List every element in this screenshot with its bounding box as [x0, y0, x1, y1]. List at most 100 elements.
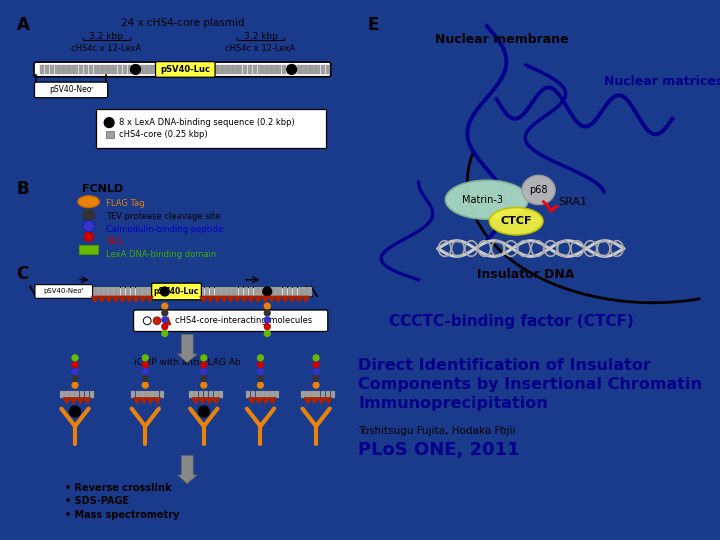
Ellipse shape [522, 176, 555, 205]
Bar [160, 391, 164, 398]
Bar [74, 65, 78, 74]
FancyBboxPatch shape [156, 62, 215, 77]
Bar [90, 391, 94, 398]
Polygon shape [234, 296, 241, 302]
Bar [210, 287, 214, 296]
Bar [152, 65, 156, 74]
Bar [107, 287, 111, 296]
Circle shape [83, 210, 94, 221]
Circle shape [264, 303, 270, 309]
Bar [66, 391, 70, 398]
Polygon shape [302, 296, 310, 302]
Polygon shape [207, 296, 214, 302]
Bar [316, 65, 320, 74]
Bar [297, 287, 302, 296]
Polygon shape [105, 296, 112, 302]
Text: PLoS ONE, 2011: PLoS ONE, 2011 [358, 441, 520, 459]
Bar [248, 287, 253, 296]
Polygon shape [248, 296, 255, 302]
FancyBboxPatch shape [35, 285, 93, 298]
Polygon shape [84, 398, 91, 404]
Circle shape [201, 355, 207, 361]
Text: pSV40-Neoʳ: pSV40-Neoʳ [43, 288, 84, 294]
Text: NLS: NLS [107, 237, 122, 246]
Bar [150, 391, 155, 398]
Bar [287, 65, 291, 74]
Bar [306, 391, 311, 398]
Bar [251, 391, 255, 398]
Ellipse shape [78, 196, 99, 207]
Bar [218, 391, 223, 398]
Circle shape [143, 369, 148, 374]
Circle shape [162, 330, 168, 336]
Circle shape [313, 362, 319, 368]
Bar [283, 287, 287, 296]
Circle shape [264, 317, 270, 323]
Bar [200, 287, 204, 296]
Text: cHS4-core (0.25 kbp): cHS4-core (0.25 kbp) [119, 130, 207, 139]
Text: B: B [17, 180, 29, 198]
Bar [326, 391, 330, 398]
Polygon shape [248, 398, 256, 404]
Bar [297, 65, 301, 74]
Polygon shape [147, 398, 154, 404]
Bar [126, 287, 130, 296]
Circle shape [258, 369, 264, 374]
Circle shape [264, 323, 270, 329]
Text: pSV40-Luc: pSV40-Luc [161, 65, 210, 74]
Bar [111, 287, 115, 296]
Bar [302, 391, 306, 398]
Text: CTCF: CTCF [500, 216, 532, 226]
Polygon shape [63, 398, 70, 404]
Bar [147, 65, 152, 74]
Bar [270, 391, 274, 398]
Bar [108, 65, 112, 74]
Bar [326, 65, 330, 74]
Bar [84, 65, 88, 74]
Text: cHS4c x 12-LexA: cHS4c x 12-LexA [225, 44, 296, 52]
Bar [194, 391, 199, 398]
Bar [64, 65, 68, 74]
Bar [267, 65, 271, 74]
Bar [258, 287, 263, 296]
Bar [302, 287, 307, 296]
Circle shape [72, 355, 78, 361]
Bar [288, 287, 292, 296]
Polygon shape [146, 296, 153, 302]
Bar [228, 65, 233, 74]
Bar [70, 391, 75, 398]
Bar [116, 287, 120, 296]
Circle shape [162, 310, 168, 316]
Text: Nuclear matrices: Nuclear matrices [604, 75, 720, 88]
Circle shape [72, 362, 78, 368]
Bar [150, 287, 155, 296]
Bar [307, 287, 312, 296]
Bar [275, 391, 279, 398]
Text: cHS4-core-interacting molecules: cHS4-core-interacting molecules [174, 316, 312, 325]
Polygon shape [212, 398, 220, 404]
Text: Direct Identification of Insulator
Components by Insertional Chromatin
Immunopre: Direct Identification of Insulator Compo… [358, 358, 702, 411]
Circle shape [143, 382, 148, 388]
Bar [75, 391, 79, 398]
Text: CCCTC-binding factor (CTCF): CCCTC-binding factor (CTCF) [390, 314, 634, 329]
Bar [248, 65, 252, 74]
Bar [140, 287, 145, 296]
Bar [239, 287, 243, 296]
Text: pSV40-Neoʳ: pSV40-Neoʳ [49, 85, 93, 94]
Bar [80, 391, 84, 398]
Text: TEV protease cleavage site: TEV protease cleavage site [107, 212, 220, 221]
Bar [145, 391, 150, 398]
Bar [238, 65, 243, 74]
Polygon shape [119, 296, 126, 302]
Text: p68: p68 [529, 185, 548, 195]
Polygon shape [132, 296, 140, 302]
Bar [321, 391, 325, 398]
Bar [69, 65, 73, 74]
Text: A: A [17, 16, 30, 34]
Polygon shape [206, 398, 212, 404]
Polygon shape [200, 296, 207, 302]
Circle shape [258, 355, 264, 361]
Bar [89, 65, 93, 74]
Bar [209, 391, 213, 398]
Bar [102, 287, 106, 296]
